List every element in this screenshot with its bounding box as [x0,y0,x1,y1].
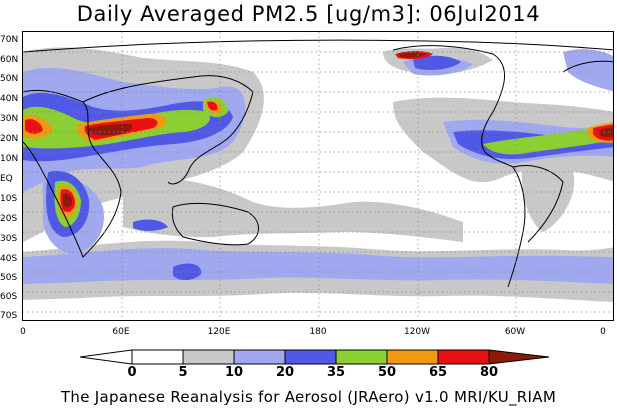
lat-label: 70N [0,35,19,45]
colorbar-tick: 80 [479,365,499,380]
lat-label: 40N [0,94,19,104]
colorbar-tick: 10 [224,365,244,380]
colorbar-cell [335,349,388,365]
lon-label: 0 [600,327,606,337]
colorbar-tick: 35 [326,365,346,380]
pm25-field-map [23,32,613,320]
colorbar [80,349,550,365]
lat-label: 60S [0,292,18,302]
lon-label: 180 [309,327,327,337]
lat-label: 20N [0,134,19,144]
lat-label: 30S [0,234,18,244]
colorbar-cell [488,349,550,365]
lat-label: 10N [0,154,19,164]
lat-label: 20S [0,214,18,224]
lat-label: 70S [0,311,18,321]
lon-label: 0 [20,327,26,337]
colorbar-tick: 50 [377,365,397,380]
colorbar-cell [182,349,235,365]
graticule [23,32,613,320]
lat-label: 30N [0,114,19,124]
source-caption: The Japanese Reanalysis for Aerosol (JRA… [60,388,557,406]
lat-label: EQ [0,174,13,184]
lon-label: 60W [504,327,526,337]
lat-label: 40S [0,254,18,264]
lon-label: 60E [112,327,130,337]
colorbar-tick: 20 [275,365,295,380]
colorbar-tick: 5 [178,365,188,380]
colorbar-cell [386,349,439,365]
lat-label: 50S [0,273,18,283]
lat-label: 60N [0,55,19,65]
colorbar-tick: 0 [127,365,137,380]
colorbar-tick: 65 [428,365,448,380]
colorbar-cell [233,349,286,365]
colorbar-cell [131,349,184,365]
colorbar-cell [437,349,490,365]
colorbar-cell [284,349,337,365]
lat-label: 50N [0,74,19,84]
map-panel [22,31,614,321]
lat-label: 10S [0,194,18,204]
lon-label: 120E [207,327,231,337]
lon-label: 120W [403,327,431,337]
map-title: Daily Averaged PM2.5 [ug/m3]: 06Jul2014 [76,2,541,26]
colorbar-cell [80,349,133,365]
concentration-band-above-80 [63,52,613,208]
